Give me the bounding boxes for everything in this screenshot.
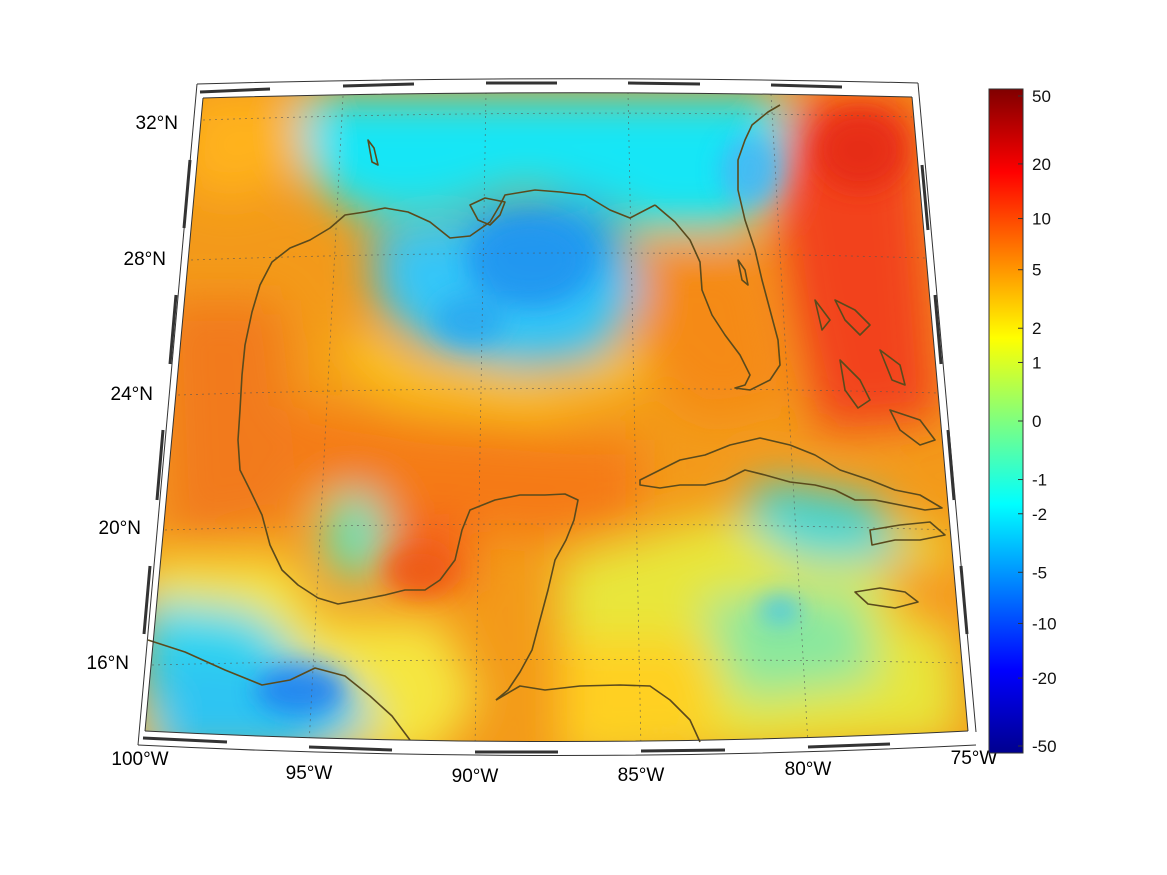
colorbar-tick-label: -5	[1032, 563, 1047, 582]
colorbar-tick-label: -2	[1032, 505, 1047, 524]
lat-label-20n: 20°N	[99, 518, 141, 539]
colorbar-tick-label: -1	[1032, 471, 1047, 490]
lat-label-16n: 16°N	[87, 653, 129, 674]
colorbar-tick-label: 0	[1032, 412, 1041, 431]
colorbar-tick-label: 50	[1032, 87, 1051, 106]
lon-label-75w: 75°W	[951, 748, 998, 769]
lon-label-90w: 90°W	[452, 766, 499, 787]
lat-label-24n: 24°N	[111, 384, 153, 405]
colorbar-tick-label: -50	[1032, 737, 1057, 756]
colorbar-tick-label: 10	[1032, 210, 1051, 229]
latitude-labels: 32°N 28°N 24°N 20°N 16°N	[87, 113, 178, 674]
lat-label-32n: 32°N	[136, 113, 178, 134]
field-raster	[145, 92, 968, 742]
lon-label-80w: 80°W	[785, 759, 832, 780]
lon-label-85w: 85°W	[618, 765, 665, 786]
lon-label-100w: 100°W	[111, 749, 168, 770]
coastline	[147, 104, 946, 743]
colorbar-tick-label: 2	[1032, 319, 1041, 338]
colorbar-tick-label: -20	[1032, 669, 1057, 688]
colorbar-tick-label: -10	[1032, 614, 1057, 633]
colorbar-gradient	[988, 88, 1024, 754]
graticule	[151, 92, 967, 742]
frame-ticks	[142, 81, 969, 754]
map-frame	[137, 78, 977, 756]
colorbar-tick-label: 20	[1032, 155, 1051, 174]
longitude-labels: 100°W 95°W 90°W 85°W 80°W 75°W	[111, 748, 997, 787]
colorbar-tick-label: 5	[1032, 261, 1041, 280]
lat-label-28n: 28°N	[124, 249, 166, 270]
colorbar-tick-label: 1	[1032, 353, 1041, 372]
lon-label-95w: 95°W	[286, 763, 333, 784]
